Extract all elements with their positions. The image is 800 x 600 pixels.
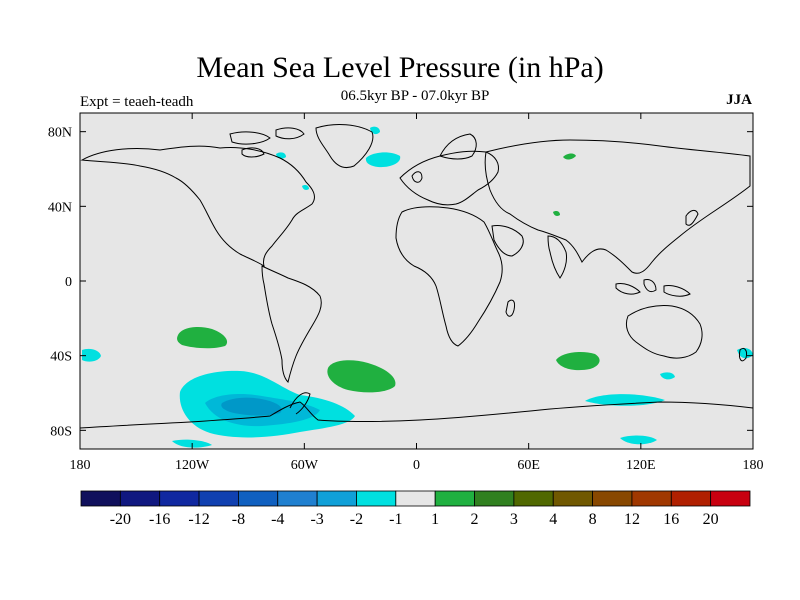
colorbar-label: -8	[232, 511, 245, 528]
colorbar-label: 8	[589, 511, 597, 528]
colorbar-label: 12	[624, 511, 640, 528]
colorbar-swatch	[80, 490, 121, 507]
colorbar-swatch	[631, 490, 672, 507]
colorbar-label: 3	[510, 511, 518, 528]
colorbar-label: -16	[149, 511, 170, 528]
colorbar-swatch	[434, 490, 475, 507]
lat-tick-label: 40S	[50, 350, 72, 365]
colorbar-label: -1	[389, 511, 402, 528]
colorbar-label: 4	[549, 511, 557, 528]
colorbar-swatch	[474, 490, 515, 507]
colorbar-label: -4	[271, 511, 284, 528]
positive-anomaly-region	[553, 211, 560, 216]
colorbar-label: 2	[471, 511, 479, 528]
negative-anomaly-region	[82, 348, 101, 362]
colorbar-label: 20	[703, 511, 719, 528]
longitude-axis: 180 120W 60W 0 60E 120E 180	[70, 113, 764, 473]
colorbar-swatch	[356, 490, 397, 507]
anomaly-shading	[82, 126, 753, 448]
colorbar-swatch	[316, 490, 357, 507]
colorbar-swatch	[238, 490, 279, 507]
positive-anomaly-region	[177, 327, 228, 349]
colorbar-label: 16	[663, 511, 679, 528]
colorbar-swatch	[277, 490, 318, 507]
colorbar-label: 1	[431, 511, 439, 528]
colorbar-swatch	[159, 490, 200, 507]
colorbar-swatch	[513, 490, 554, 507]
lon-tick-label: 180	[743, 458, 764, 473]
colorbar-swatch	[592, 490, 633, 507]
positive-anomaly-region	[563, 153, 576, 160]
lon-tick-label: 120W	[175, 458, 210, 473]
lon-tick-label: 120E	[626, 458, 656, 473]
colorbar-label: -20	[110, 511, 131, 528]
colorbar-swatch	[198, 490, 239, 507]
lon-tick-label: 60E	[517, 458, 540, 473]
colorbar-swatch	[670, 490, 712, 507]
positive-anomaly-region	[327, 360, 396, 393]
lon-tick-label: 60W	[291, 458, 319, 473]
colorbar-swatch	[119, 490, 161, 507]
coastlines	[80, 124, 753, 429]
negative-anomaly-region	[221, 397, 282, 416]
experiment-label: Expt = teaeh-teadh	[80, 94, 194, 110]
lon-tick-label: 180	[70, 458, 91, 473]
colorbar-label: -3	[310, 511, 323, 528]
colorbar-swatch	[395, 490, 436, 507]
lat-tick-label: 40N	[48, 200, 72, 215]
season-label: JJA	[726, 92, 752, 108]
plot-subtitle: 06.5kyr BP - 07.0kyr BP	[340, 88, 490, 104]
negative-anomaly-region	[620, 435, 657, 445]
plot-title: Mean Sea Level Pressure (in hPa)	[196, 51, 604, 84]
lat-tick-label: 80S	[50, 424, 72, 439]
positive-anomaly-region	[556, 352, 600, 371]
lat-tick-label: 80N	[48, 126, 72, 141]
colorbar-swatch	[710, 490, 751, 507]
lon-tick-label: 0	[413, 458, 420, 473]
colorbar-label: -12	[188, 511, 209, 528]
colorbar-swatch	[552, 490, 593, 507]
negative-anomaly-region	[365, 152, 401, 168]
negative-anomaly-region	[660, 372, 675, 380]
lat-tick-label: 0	[65, 275, 72, 290]
colorbar: -20 -16 -12 -8 -4 -3 -2 -1 1 2 3 4 8 12 16 20	[80, 490, 751, 528]
latitude-axis: 80N 40N 0 40S 80S	[48, 126, 753, 439]
negative-anomaly-region	[302, 185, 309, 190]
colorbar-label: -2	[350, 511, 363, 528]
